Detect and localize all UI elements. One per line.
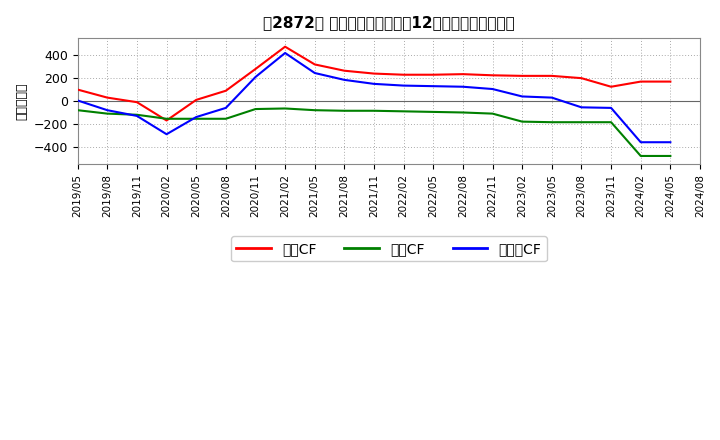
フリーCF <box>132 113 141 118</box>
フリーCF <box>281 50 289 55</box>
営業CF <box>103 95 112 100</box>
営業CF <box>459 72 467 77</box>
営業CF <box>369 71 378 76</box>
営業CF <box>132 99 141 105</box>
営業CF <box>192 97 200 103</box>
投資CF <box>340 108 348 114</box>
投資CF <box>103 111 112 116</box>
営業CF <box>636 79 645 84</box>
投資CF <box>251 106 260 112</box>
営業CF <box>607 84 616 89</box>
フリーCF <box>251 74 260 80</box>
営業CF <box>162 118 171 123</box>
フリーCF <box>73 98 82 103</box>
投資CF <box>281 106 289 111</box>
営業CF <box>251 66 260 72</box>
投資CF <box>369 108 378 114</box>
フリーCF <box>103 107 112 113</box>
フリーCF <box>666 139 675 145</box>
投資CF <box>459 110 467 115</box>
営業CF <box>518 73 526 78</box>
営業CF <box>577 76 586 81</box>
営業CF <box>547 73 556 78</box>
投資CF <box>192 116 200 121</box>
Line: 投資CF: 投資CF <box>78 109 670 156</box>
投資CF <box>73 107 82 113</box>
営業CF <box>73 87 82 92</box>
投資CF <box>636 153 645 158</box>
営業CF <box>340 68 348 73</box>
投資CF <box>488 111 497 116</box>
フリーCF <box>429 84 438 89</box>
投資CF <box>666 153 675 158</box>
Y-axis label: （百万円）: （百万円） <box>15 82 28 120</box>
フリーCF <box>607 105 616 110</box>
投資CF <box>310 107 319 113</box>
フリーCF <box>310 70 319 76</box>
投資CF <box>400 109 408 114</box>
営業CF <box>488 73 497 78</box>
Line: フリーCF: フリーCF <box>78 53 670 142</box>
フリーCF <box>518 94 526 99</box>
投資CF <box>607 120 616 125</box>
営業CF <box>400 72 408 77</box>
フリーCF <box>340 77 348 83</box>
営業CF <box>310 62 319 67</box>
フリーCF <box>577 105 586 110</box>
営業CF <box>222 88 230 93</box>
投資CF <box>162 116 171 121</box>
投資CF <box>132 112 141 117</box>
フリーCF <box>400 83 408 88</box>
フリーCF <box>459 84 467 89</box>
フリーCF <box>192 114 200 120</box>
投資CF <box>518 119 526 124</box>
フリーCF <box>488 86 497 92</box>
フリーCF <box>162 132 171 137</box>
投資CF <box>222 116 230 121</box>
Title: ［2872］ キャッシュフローの12か月移動合計の推移: ［2872］ キャッシュフローの12か月移動合計の推移 <box>263 15 515 30</box>
営業CF <box>281 44 289 49</box>
フリーCF <box>222 105 230 110</box>
投資CF <box>577 120 586 125</box>
投資CF <box>429 109 438 114</box>
営業CF <box>666 79 675 84</box>
フリーCF <box>547 95 556 100</box>
営業CF <box>429 72 438 77</box>
Legend: 営業CF, 投資CF, フリーCF: 営業CF, 投資CF, フリーCF <box>231 236 547 261</box>
フリーCF <box>369 81 378 87</box>
投資CF <box>547 120 556 125</box>
Line: 営業CF: 営業CF <box>78 47 670 121</box>
フリーCF <box>636 139 645 145</box>
